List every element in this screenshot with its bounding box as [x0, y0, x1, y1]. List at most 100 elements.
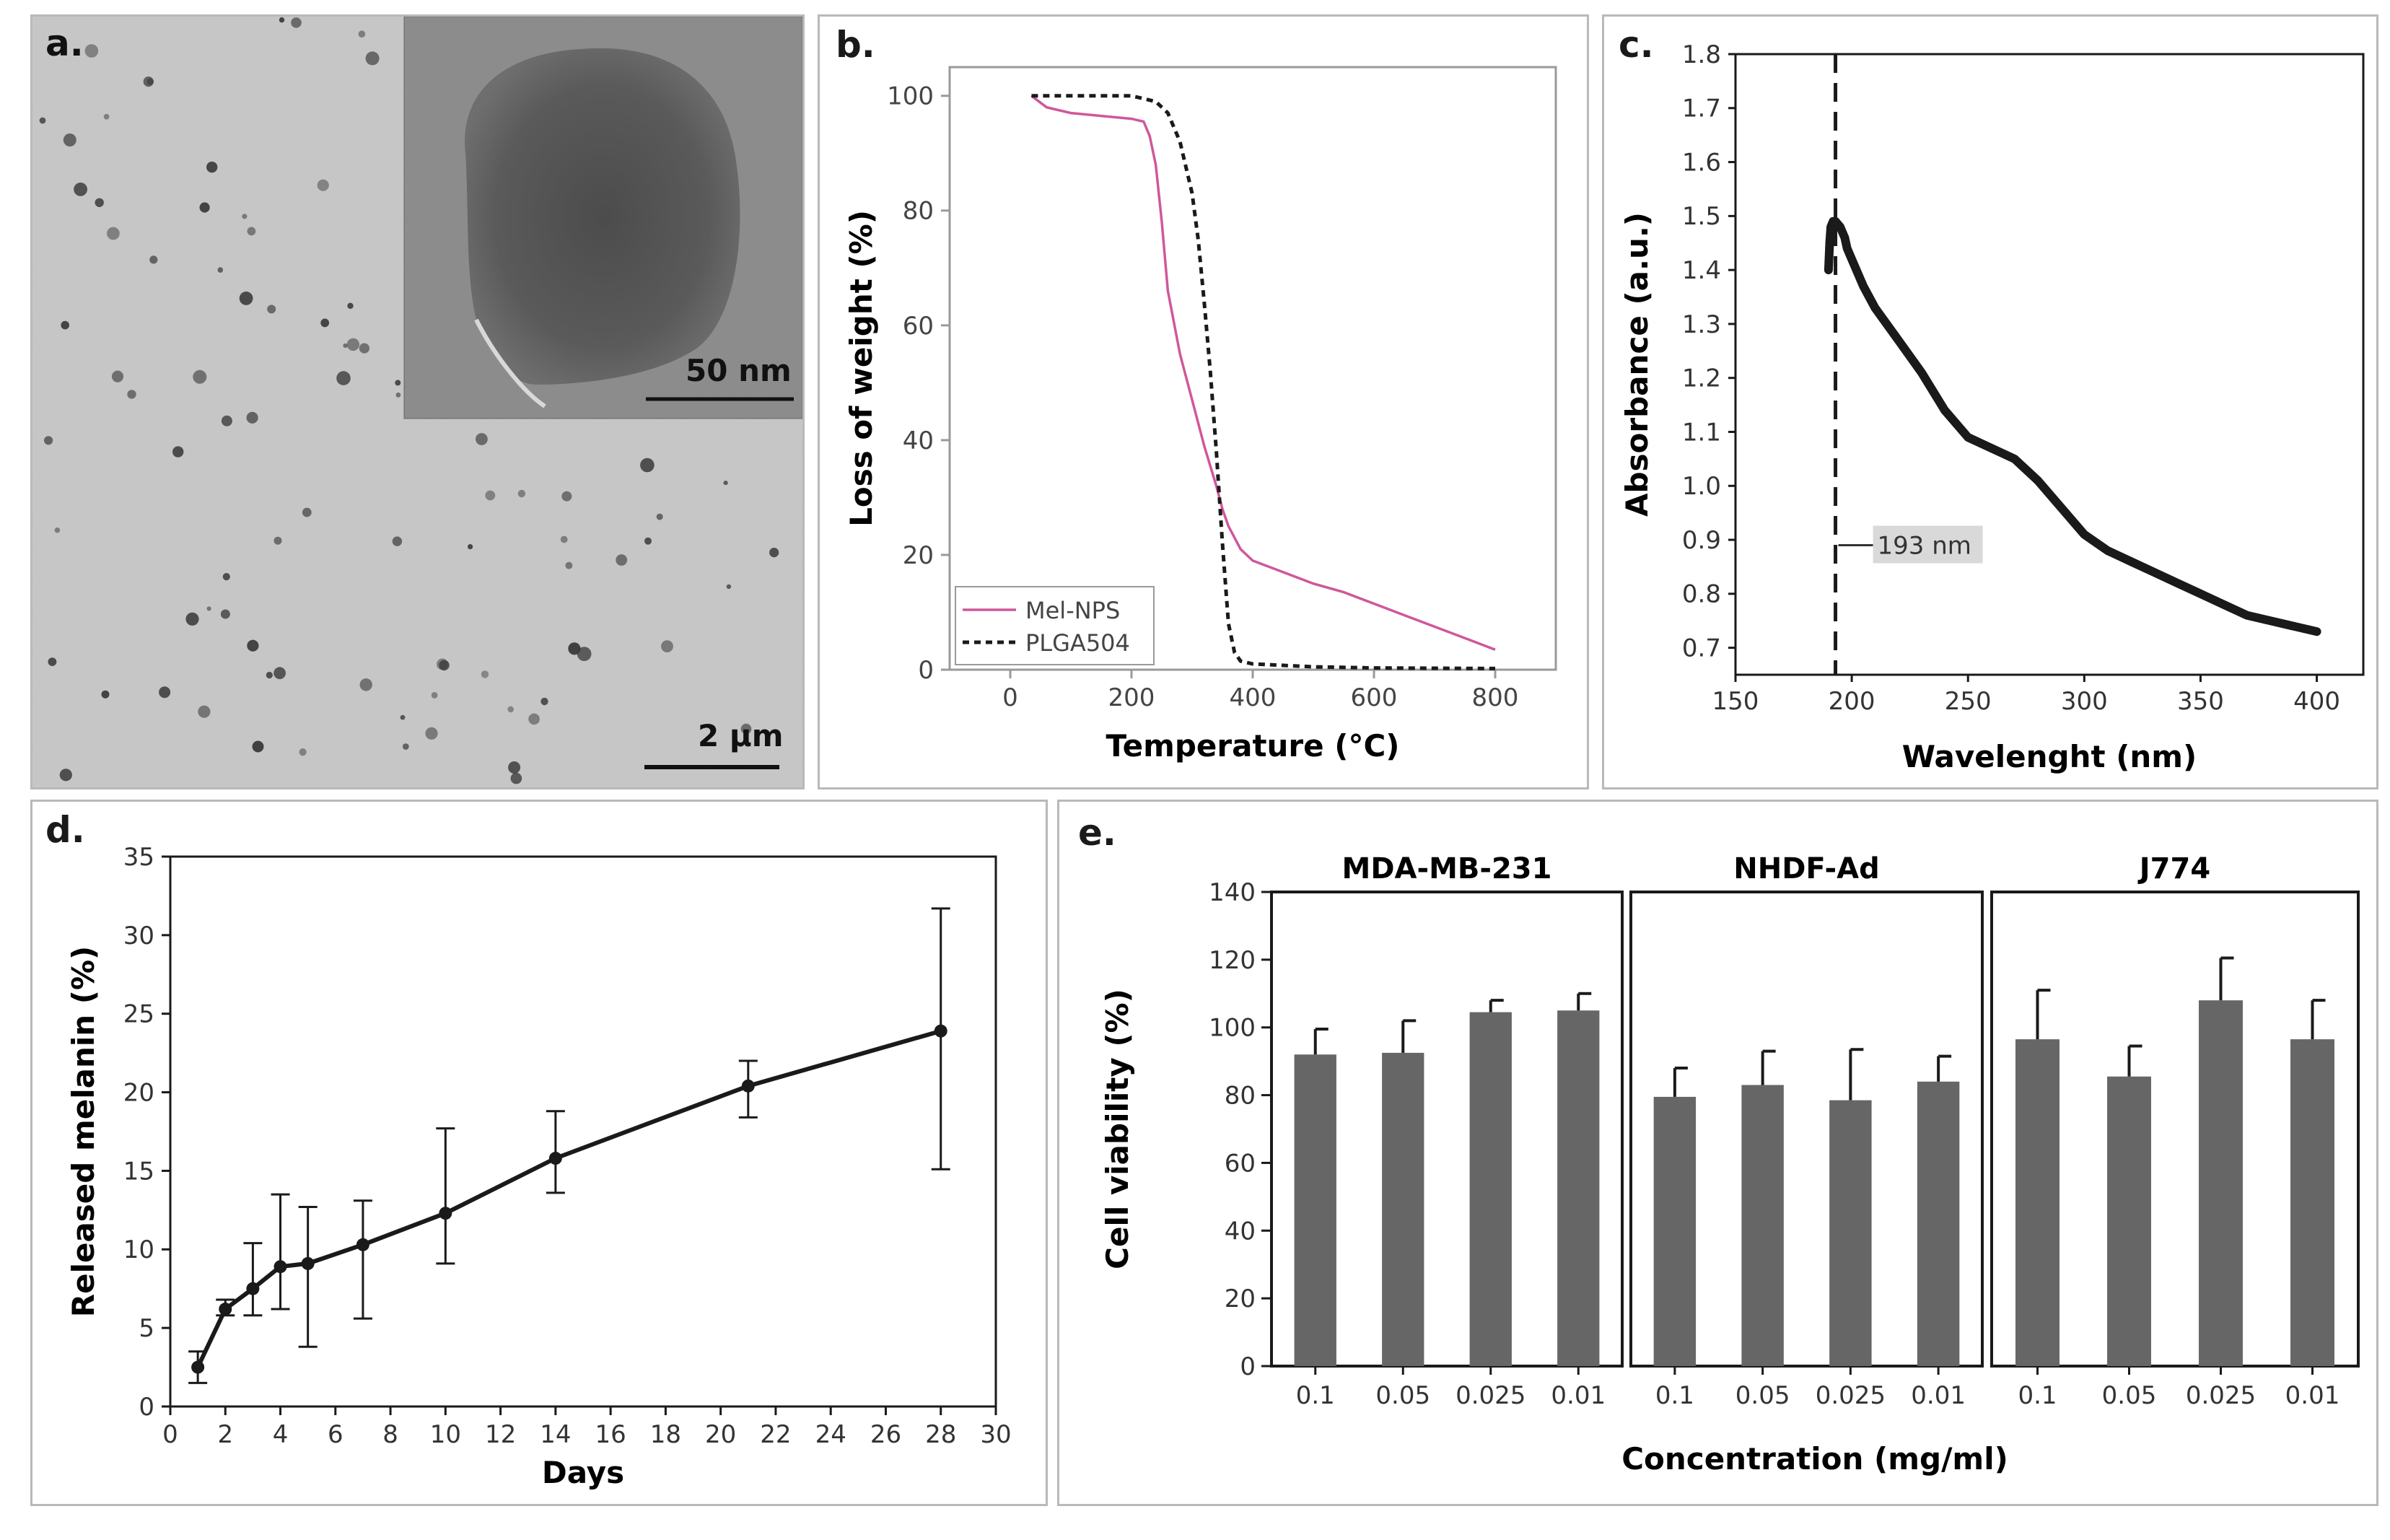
- nanoparticle: [247, 227, 256, 236]
- nanoparticle: [365, 51, 380, 66]
- bar: [1557, 1010, 1600, 1366]
- x-tick-label: 2: [217, 1420, 233, 1449]
- nanoparticle: [59, 769, 72, 782]
- plot-frame: [169, 855, 997, 1408]
- data-point: [934, 1024, 947, 1038]
- chart-d: 0 2 4 6 8 10 12 14 16 18 20 22 24 26 28 300510152025303…: [66, 843, 1012, 1490]
- x-tick-label: 0.025: [1816, 1381, 1886, 1410]
- y-tick-label: 1.3: [1682, 310, 1721, 339]
- nanoparticle: [431, 692, 438, 699]
- subplot-title: MDA-MB-231: [1342, 852, 1552, 885]
- x-tick-label: 0.01: [2285, 1381, 2340, 1410]
- x-tick-label: 20: [705, 1420, 736, 1449]
- y-tick-label: 40: [1225, 1217, 1256, 1246]
- nanoparticle: [61, 320, 69, 330]
- x-tick-label: 0.1: [2018, 1381, 2057, 1410]
- bar: [1829, 1100, 1872, 1366]
- y-tick-label: 60: [1225, 1149, 1256, 1178]
- plot-frame: [1734, 53, 2365, 676]
- nanoparticle: [107, 227, 120, 240]
- panel-label-d: d.: [45, 809, 85, 851]
- nanoparticle: [63, 134, 76, 146]
- x-tick-label: 28: [925, 1420, 956, 1449]
- nanoparticle: [252, 740, 264, 753]
- y-tick-label: 15: [123, 1157, 154, 1186]
- nanoparticle: [54, 527, 61, 533]
- release-curve: [196, 1028, 942, 1368]
- panel-label-e: e.: [1078, 812, 1116, 854]
- nanoparticle: [358, 30, 366, 38]
- x-tick-label: 0.1: [1655, 1381, 1694, 1410]
- bar: [1294, 1054, 1336, 1366]
- plot-frame: [948, 66, 1557, 671]
- x-tick-label: 400: [2293, 687, 2340, 716]
- chart-c: 150 200 250 300 350 400 0.7 0.8 0.9 1.0 1.1 1.2 1.3 1…: [1619, 40, 2365, 774]
- x-tick-label: 0.025: [1456, 1381, 1526, 1410]
- y-tick-label: 25: [123, 1000, 154, 1029]
- nanoparticle: [346, 338, 360, 351]
- x-tick-label: 12: [485, 1420, 516, 1449]
- data-point: [439, 1207, 452, 1220]
- nanoparticle: [317, 179, 329, 191]
- nanoparticle: [395, 392, 401, 398]
- nanoparticle: [95, 198, 104, 207]
- x-tick-label: 10: [430, 1420, 461, 1449]
- y-tick-label: 0.8: [1682, 580, 1721, 609]
- nanoparticle: [510, 772, 522, 784]
- y-tick-label: 1.7: [1682, 95, 1721, 123]
- data-point: [301, 1256, 315, 1270]
- series-line-mel-nps: [1030, 95, 1496, 651]
- x-tick-label: 16: [595, 1420, 626, 1449]
- y-axis-label: Absorbance (a.u.): [1619, 212, 1655, 517]
- nanoparticle: [39, 117, 46, 124]
- nanoparticle: [540, 697, 548, 706]
- y-tick-label: 0.9: [1682, 526, 1721, 555]
- nanoparticle: [395, 380, 401, 386]
- nanoparticle: [656, 513, 663, 520]
- nanoparticle: [222, 573, 230, 581]
- y-tick-label: 20: [123, 1078, 154, 1107]
- nanoparticle: [193, 369, 207, 384]
- nanoparticle: [299, 748, 307, 756]
- y-tick-label: 1.5: [1682, 202, 1721, 231]
- nanoparticle: [644, 537, 652, 545]
- nanoparticle: [172, 446, 184, 458]
- x-tick-label: 26: [870, 1420, 901, 1449]
- y-tick-label: 40: [903, 426, 934, 455]
- x-tick-label: 4: [273, 1420, 289, 1449]
- x-tick-label: 0: [1002, 683, 1018, 712]
- x-tick-label: 0.05: [2102, 1381, 2157, 1410]
- nanoparticle: [481, 670, 489, 678]
- nanoparticle: [468, 544, 473, 550]
- nanoparticle: [402, 743, 409, 750]
- y-tick-label: 140: [1209, 878, 1256, 907]
- subplot-title: J774: [2137, 852, 2210, 885]
- y-tick-label: 80: [1225, 1082, 1256, 1111]
- subplot-title: NHDF-Ad: [1733, 852, 1879, 885]
- nanoparticle: [246, 411, 258, 424]
- nanoparticle: [266, 671, 273, 679]
- panel-e: e. 0 20 40 60 80 100 120 140 Cell viability (%) C…: [1057, 800, 2378, 1506]
- nanoparticle: [392, 536, 403, 546]
- chart-b: 0 200 400 600 800 0 20 40 60 80 100 Temperature (°C…: [844, 66, 1557, 764]
- y-tick-label: 5: [139, 1314, 154, 1343]
- bar: [1382, 1052, 1424, 1366]
- series-line-plga504: [1031, 94, 1496, 670]
- y-tick-label: 1.0: [1682, 472, 1721, 501]
- nanoparticle: [103, 113, 110, 120]
- subplot-frame: [1270, 891, 1624, 1368]
- y-tick-label: 20: [903, 541, 934, 570]
- nanoparticle: [616, 554, 628, 566]
- nanoparticle: [320, 318, 330, 328]
- tem-image: [32, 17, 802, 787]
- x-tick-label: 200: [1108, 683, 1155, 712]
- nanoparticle: [48, 657, 57, 666]
- annotation-box: [1873, 525, 1983, 564]
- y-tick-label: 35: [123, 843, 154, 872]
- inset-scale-label: 50 nm: [686, 353, 792, 388]
- y-tick-label: 1.8: [1682, 40, 1721, 69]
- y-tick-label: 30: [123, 922, 154, 950]
- nanoparticle: [347, 302, 354, 309]
- panel-label-c: c.: [1619, 24, 1654, 66]
- subplot-frame: [1990, 891, 2360, 1368]
